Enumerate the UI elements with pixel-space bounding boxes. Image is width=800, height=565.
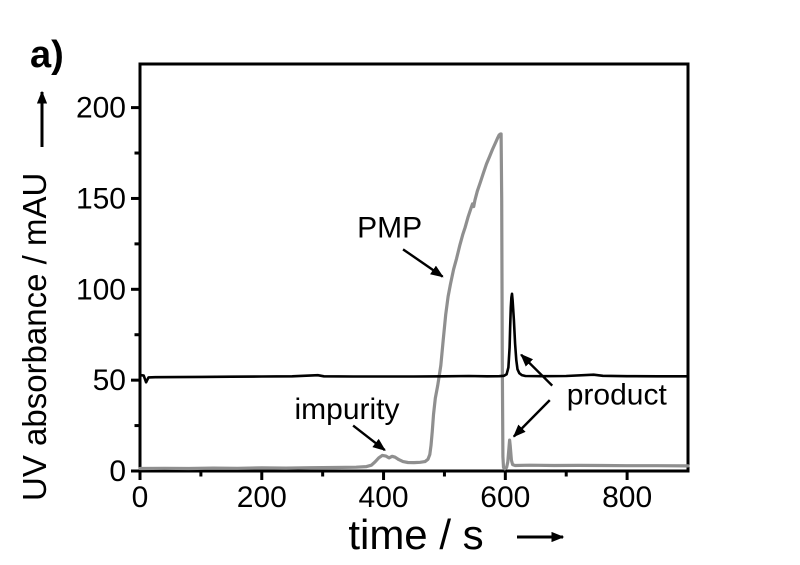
annotation-arrow-icon [402,248,444,278]
product-trace [138,292,690,384]
annotation-arrow-icon [352,424,386,452]
PMP-trace [138,132,690,471]
annotation-arrow-icon [520,353,554,387]
y-tick-label: 100 [76,273,126,306]
y-axis-label: UV absorbance / mAU [16,173,53,501]
x-axis-label: time / s [348,511,483,558]
plot-frame [138,62,690,473]
annotation-arrow-icon [512,399,551,438]
annotation-label-pmp: PMP [357,212,422,245]
x-tick-label: 200 [237,481,287,514]
x-tick-label: 800 [602,481,652,514]
x-tick-label: 600 [480,481,530,514]
y-tick-label: 0 [109,455,126,488]
y-tick-label: 150 [76,182,126,215]
y-tick-label: 200 [76,92,126,125]
x-tick-label: 400 [359,481,409,514]
panel-label: a) [30,34,64,76]
x-tick-label: 0 [132,481,149,514]
annotation-label-product: product [567,379,668,412]
annotation-label-impurity: impurity [295,393,400,426]
y-tick-label: 50 [93,364,126,397]
